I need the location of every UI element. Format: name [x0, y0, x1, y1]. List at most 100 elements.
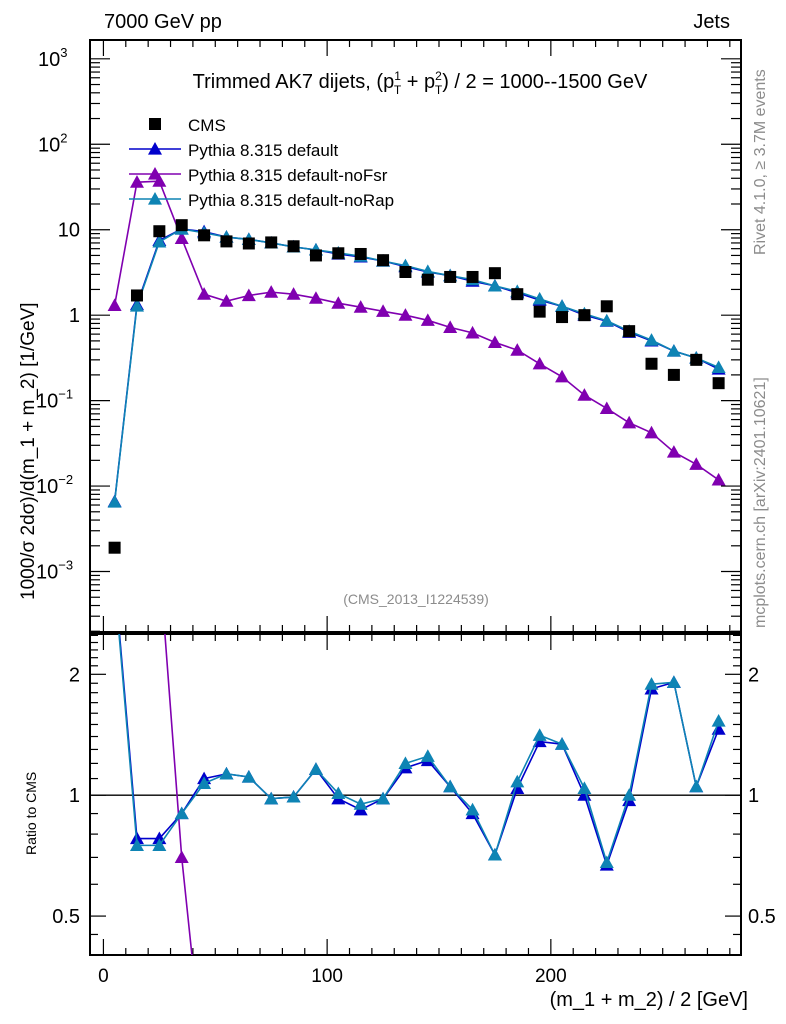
data-point-pythia-8-315-default-norap — [599, 313, 614, 327]
title-suffix: ) / 2 = 1000--1500 GeV — [442, 71, 648, 93]
ratio-series-layer — [118, 634, 726, 955]
data-point-pythia-8-315-default-nofsr — [197, 287, 212, 300]
data-point-pythia-8-315-default-nofsr — [644, 425, 659, 439]
ratio-point-pythia-8-315-default-norap — [197, 776, 212, 789]
data-point-cms — [287, 240, 300, 253]
ratio-point-pythia-8-315-default-norap — [599, 855, 614, 869]
ratio-point-pythia-8-315-default-norap — [711, 714, 726, 727]
ratio-y-axis-label: Ratio to CMS — [23, 772, 39, 855]
ratio-point-pythia-8-315-default-nofsr — [174, 850, 189, 864]
data-point-cms — [175, 219, 188, 232]
mcplots-label: mcplots.cern.ch [arXiv:2401.10621] — [752, 377, 769, 628]
data-point-pythia-8-315-default-norap — [129, 299, 144, 312]
data-point-cms — [309, 249, 322, 262]
ratio-plot-frame — [89, 633, 742, 956]
y-tick-label: 10−2 — [36, 472, 73, 498]
data-point-cms — [220, 235, 233, 248]
rivet-label: Rivet 4.1.0, ≥ 3.7M events — [752, 69, 769, 255]
data-point-pythia-8-315-default-nofsr — [219, 294, 234, 307]
data-point-pythia-8-315-default-nofsr — [599, 401, 614, 415]
ratio-point-pythia-8-315-default-norap — [644, 677, 659, 690]
data-point-cms — [354, 247, 367, 260]
x-axis-label: (m_1 + m_2) / 2 [GeV] — [550, 989, 748, 1011]
energy-label: 7000 GeV pp — [104, 11, 222, 33]
y-tick-exponent: −1 — [58, 387, 73, 402]
data-point-cms — [108, 541, 121, 554]
y-tick-base: 10 — [58, 220, 80, 242]
data-point-pythia-8-315-default-nofsr — [666, 445, 681, 458]
data-point-cms — [198, 229, 211, 242]
data-point-cms — [265, 236, 278, 249]
title-prefix: Trimmed AK7 dijets, (p — [193, 71, 395, 93]
series-line-pythia-8-315-default-nofsr — [113, 180, 720, 481]
y-tick-exponent: 3 — [60, 45, 67, 60]
series-line-pythia-8-315-default-norap — [113, 228, 719, 503]
legend-item-pythia-8-315-default: Pythia 8.315 default — [129, 141, 339, 160]
data-point-pythia-8-315-default-nofsr — [465, 325, 480, 339]
legend-item-pythia-8-315-default-norap: Pythia 8.315 default-noRap — [129, 191, 394, 210]
ratio-line-pythia-8-315-default-norap — [118, 634, 720, 866]
ratio-series-pythia-8-315-default-norap — [118, 634, 726, 869]
ratio-point-pythia-8-315-default-norap — [532, 728, 547, 741]
ratio-point-pythia-8-315-default-norap — [622, 788, 637, 801]
data-point-cms — [600, 300, 613, 313]
ratio-point-pythia-8-315-default-norap — [398, 756, 413, 769]
ratio-point-pythia-8-315-default-norap — [308, 762, 323, 775]
x-tick-label: 0 — [98, 966, 109, 987]
ratio-point-pythia-8-315-default-norap — [487, 847, 502, 861]
series-pythia-8-315-default — [107, 221, 726, 508]
main-plot-frame — [89, 39, 742, 633]
data-point-cms — [667, 368, 680, 381]
data-point-pythia-8-315-default-norap — [487, 278, 502, 292]
data-point-cms — [712, 377, 725, 390]
legend-label: Pythia 8.315 default-noFsr — [188, 166, 388, 185]
data-point-pythia-8-315-default-nofsr — [532, 356, 547, 370]
ratio-y-tick-label-right: 2 — [748, 664, 759, 686]
ratio-y-tick-label-left: 0.5 — [52, 906, 80, 928]
data-point-pythia-8-315-default-nofsr — [510, 343, 525, 356]
y-tick-base: 10 — [36, 391, 58, 413]
y-tick-exponent: 2 — [60, 130, 67, 145]
data-point-cms — [153, 225, 166, 238]
data-point-cms — [421, 273, 434, 286]
series-pythia-8-315-default-norap — [107, 221, 726, 508]
ratio-point-pythia-8-315-default-norap — [353, 797, 368, 810]
ratio-point-pythia-8-315-default-norap — [241, 769, 256, 783]
ratio-point-pythia-8-315-default-norap — [264, 791, 279, 805]
data-point-cms — [444, 270, 457, 283]
data-point-cms — [623, 325, 636, 338]
legend-marker-triangle — [148, 192, 162, 205]
ratio-point-pythia-8-315-default-norap — [129, 838, 144, 851]
data-point-pythia-8-315-default-nofsr — [174, 231, 189, 245]
data-point-pythia-8-315-default-norap — [152, 234, 167, 248]
data-point-cms — [533, 305, 546, 318]
data-point-pythia-8-315-default-norap — [666, 344, 681, 357]
data-point-pythia-8-315-default-nofsr — [264, 285, 279, 298]
y-tick-exponent: −3 — [58, 558, 73, 573]
y-tick-base: 10 — [38, 134, 60, 156]
data-point-pythia-8-315-default-nofsr — [308, 291, 323, 304]
data-point-cms — [556, 311, 569, 324]
y-tick-label: 10 — [58, 220, 80, 242]
series-pythia-8-315-default-nofsr — [107, 174, 726, 486]
ratio-series-pythia-8-315-default-nofsr — [164, 634, 193, 955]
data-point-cms — [242, 237, 255, 250]
legend: CMS Pythia 8.315 default Pythia 8.315 defa… — [129, 116, 394, 210]
data-point-cms — [578, 309, 591, 322]
data-point-pythia-8-315-default-norap — [107, 495, 122, 508]
data-point-pythia-8-315-default-nofsr — [107, 298, 122, 312]
ratio-series-pythia-8-315-default — [118, 634, 726, 871]
data-point-pythia-8-315-default-nofsr — [152, 174, 167, 187]
y-tick-base: 10 — [38, 49, 60, 71]
y-tick-base: 10 — [36, 562, 58, 584]
ratio-point-pythia-8-315-default-norap — [331, 786, 346, 800]
ratio-point-pythia-8-315-default-norap — [666, 675, 681, 688]
data-point-pythia-8-315-default-nofsr — [286, 287, 301, 300]
ratio-point-pythia-8-315-default-norap — [555, 737, 570, 750]
data-point-pythia-8-315-default-nofsr — [331, 296, 346, 309]
ratio-point-pythia-8-315-default-norap — [152, 838, 167, 851]
x-tick-label: 200 — [535, 966, 567, 987]
main-y-axis-label: 1000/σ 2dσ)/d(m_1 + m_2) [1/GeV] — [18, 302, 39, 600]
legend-label: Pythia 8.315 default-noRap — [188, 191, 394, 210]
data-point-pythia-8-315-default-nofsr — [376, 304, 391, 317]
